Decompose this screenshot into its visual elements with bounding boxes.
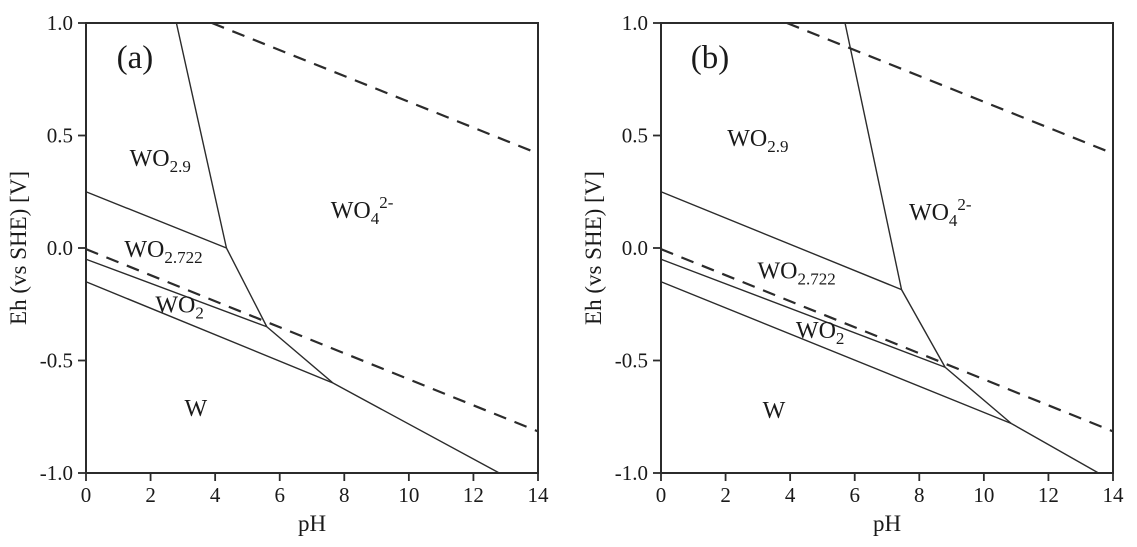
x-tick-label: 0 bbox=[656, 483, 667, 507]
x-axis-title: pH bbox=[873, 511, 901, 536]
water-line-O2-H2O-line bbox=[786, 21, 1114, 155]
region-label-WO4-2-: WO42- bbox=[331, 193, 394, 228]
x-tick-label: 12 bbox=[1038, 483, 1059, 507]
label-text: WO bbox=[331, 198, 371, 224]
subscript: 2.9 bbox=[767, 137, 788, 156]
x-tick-label: 14 bbox=[528, 483, 550, 507]
boundary-WO2.9-WO2.722 bbox=[85, 191, 227, 249]
boundary-WO2-WO4 bbox=[944, 366, 1012, 425]
y-tick-label: 1.0 bbox=[622, 11, 648, 35]
x-tick-label: 12 bbox=[463, 483, 484, 507]
label-text: WO bbox=[757, 259, 797, 285]
boundary-WO2.9-WO2.722 bbox=[660, 191, 902, 291]
x-tick-label: 0 bbox=[81, 483, 92, 507]
superscript: 2- bbox=[957, 195, 972, 214]
y-tick-label: 1.0 bbox=[47, 11, 73, 35]
label-text: WO bbox=[727, 126, 767, 152]
panel-letter-a: (a) bbox=[117, 40, 154, 76]
label-text: W bbox=[184, 396, 207, 422]
region-label-W: W bbox=[763, 398, 786, 424]
x-tick-label: 8 bbox=[914, 483, 925, 507]
x-axis-title: pH bbox=[298, 511, 326, 536]
y-tick-label: 0.5 bbox=[47, 124, 73, 148]
y-tick-label: -0.5 bbox=[40, 349, 73, 373]
region-label-WO4-2-: WO42- bbox=[909, 195, 972, 230]
x-tick-label: 2 bbox=[720, 483, 731, 507]
region-label-WO2: WO2 bbox=[155, 292, 203, 322]
water-line-O2-H2O-line bbox=[211, 21, 539, 155]
boundary-WO2-WO4 bbox=[266, 326, 334, 384]
subscript: 2.9 bbox=[170, 157, 191, 176]
subscript: 2.722 bbox=[797, 270, 835, 289]
x-tick-label: 8 bbox=[339, 483, 350, 507]
y-axis-title: Eh (vs SHE) [V] bbox=[6, 171, 31, 325]
region-label-WO2: WO2 bbox=[796, 318, 844, 348]
boundary-WO2-W bbox=[660, 281, 1012, 425]
boundary-W-WO4 bbox=[332, 382, 500, 474]
y-tick-label: 0.0 bbox=[47, 236, 73, 260]
x-tick-label: 6 bbox=[849, 483, 860, 507]
y-axis-title: Eh (vs SHE) [V] bbox=[581, 171, 606, 325]
boundary-WO2.722-WO4 bbox=[900, 289, 946, 368]
panel-b: 0 2 4 6 8 10 12 14 1.0 0.5 0.0 -0.5 -1.0 pH Eh (vs SHE… bbox=[581, 11, 1124, 536]
subscript: 4 bbox=[949, 211, 958, 230]
region-label-WO2.9: WO2.9 bbox=[727, 126, 788, 156]
y-tick-label: -1.0 bbox=[615, 461, 648, 485]
subscript: 2 bbox=[836, 329, 845, 348]
label-text: WO bbox=[796, 318, 836, 344]
boundary-WO2-W bbox=[85, 281, 334, 384]
x-tick-label: 4 bbox=[785, 483, 796, 507]
panel-letter-b: (b) bbox=[691, 40, 729, 76]
x-tick-label: 10 bbox=[398, 483, 419, 507]
x-tick-label: 10 bbox=[973, 483, 994, 507]
superscript: 2- bbox=[379, 193, 394, 212]
panel-b-frame bbox=[660, 22, 1114, 474]
y-tick-label: 0.5 bbox=[622, 124, 648, 148]
region-label-W: W bbox=[184, 396, 207, 422]
label-text: WO bbox=[909, 200, 949, 226]
y-tick-label: 0.0 bbox=[622, 236, 648, 260]
subscript: 2 bbox=[195, 303, 204, 322]
label-text: W bbox=[763, 398, 786, 424]
x-tick-label: 4 bbox=[210, 483, 221, 507]
y-tick-label: -0.5 bbox=[615, 349, 648, 373]
boundary-WO2.722-WO2 bbox=[660, 258, 946, 368]
x-tick-label: 6 bbox=[274, 483, 285, 507]
label-text: WO bbox=[155, 292, 195, 318]
panel-a: 0 2 4 6 8 10 12 14 1.0 0.5 0.0 -0.5 -1.0 pH Eh (vs SHE… bbox=[6, 11, 549, 536]
x-tick-label: 14 bbox=[1103, 483, 1125, 507]
label-text: WO bbox=[130, 146, 170, 172]
label-text: WO bbox=[124, 237, 164, 263]
region-label-WO2.9: WO2.9 bbox=[130, 146, 191, 176]
x-tick-label: 2 bbox=[145, 483, 156, 507]
water-line-H2-H2O-line bbox=[85, 248, 539, 433]
y-tick-label: -1.0 bbox=[40, 461, 73, 485]
boundary-WO2.722-WO2 bbox=[85, 258, 268, 328]
region-label-WO2.722: WO2.722 bbox=[757, 259, 835, 289]
subscript: 2.722 bbox=[164, 248, 202, 267]
water-line-H2-H2O-line bbox=[660, 248, 1114, 433]
boundary-WO2.9-WO4 bbox=[844, 22, 903, 290]
boundary-W-WO4 bbox=[1010, 422, 1099, 474]
region-label-WO2.722: WO2.722 bbox=[124, 237, 202, 267]
boundary-WO2.9-WO4 bbox=[175, 22, 228, 249]
subscript: 4 bbox=[371, 209, 380, 228]
boundary-WO2.722-WO4 bbox=[225, 247, 268, 328]
